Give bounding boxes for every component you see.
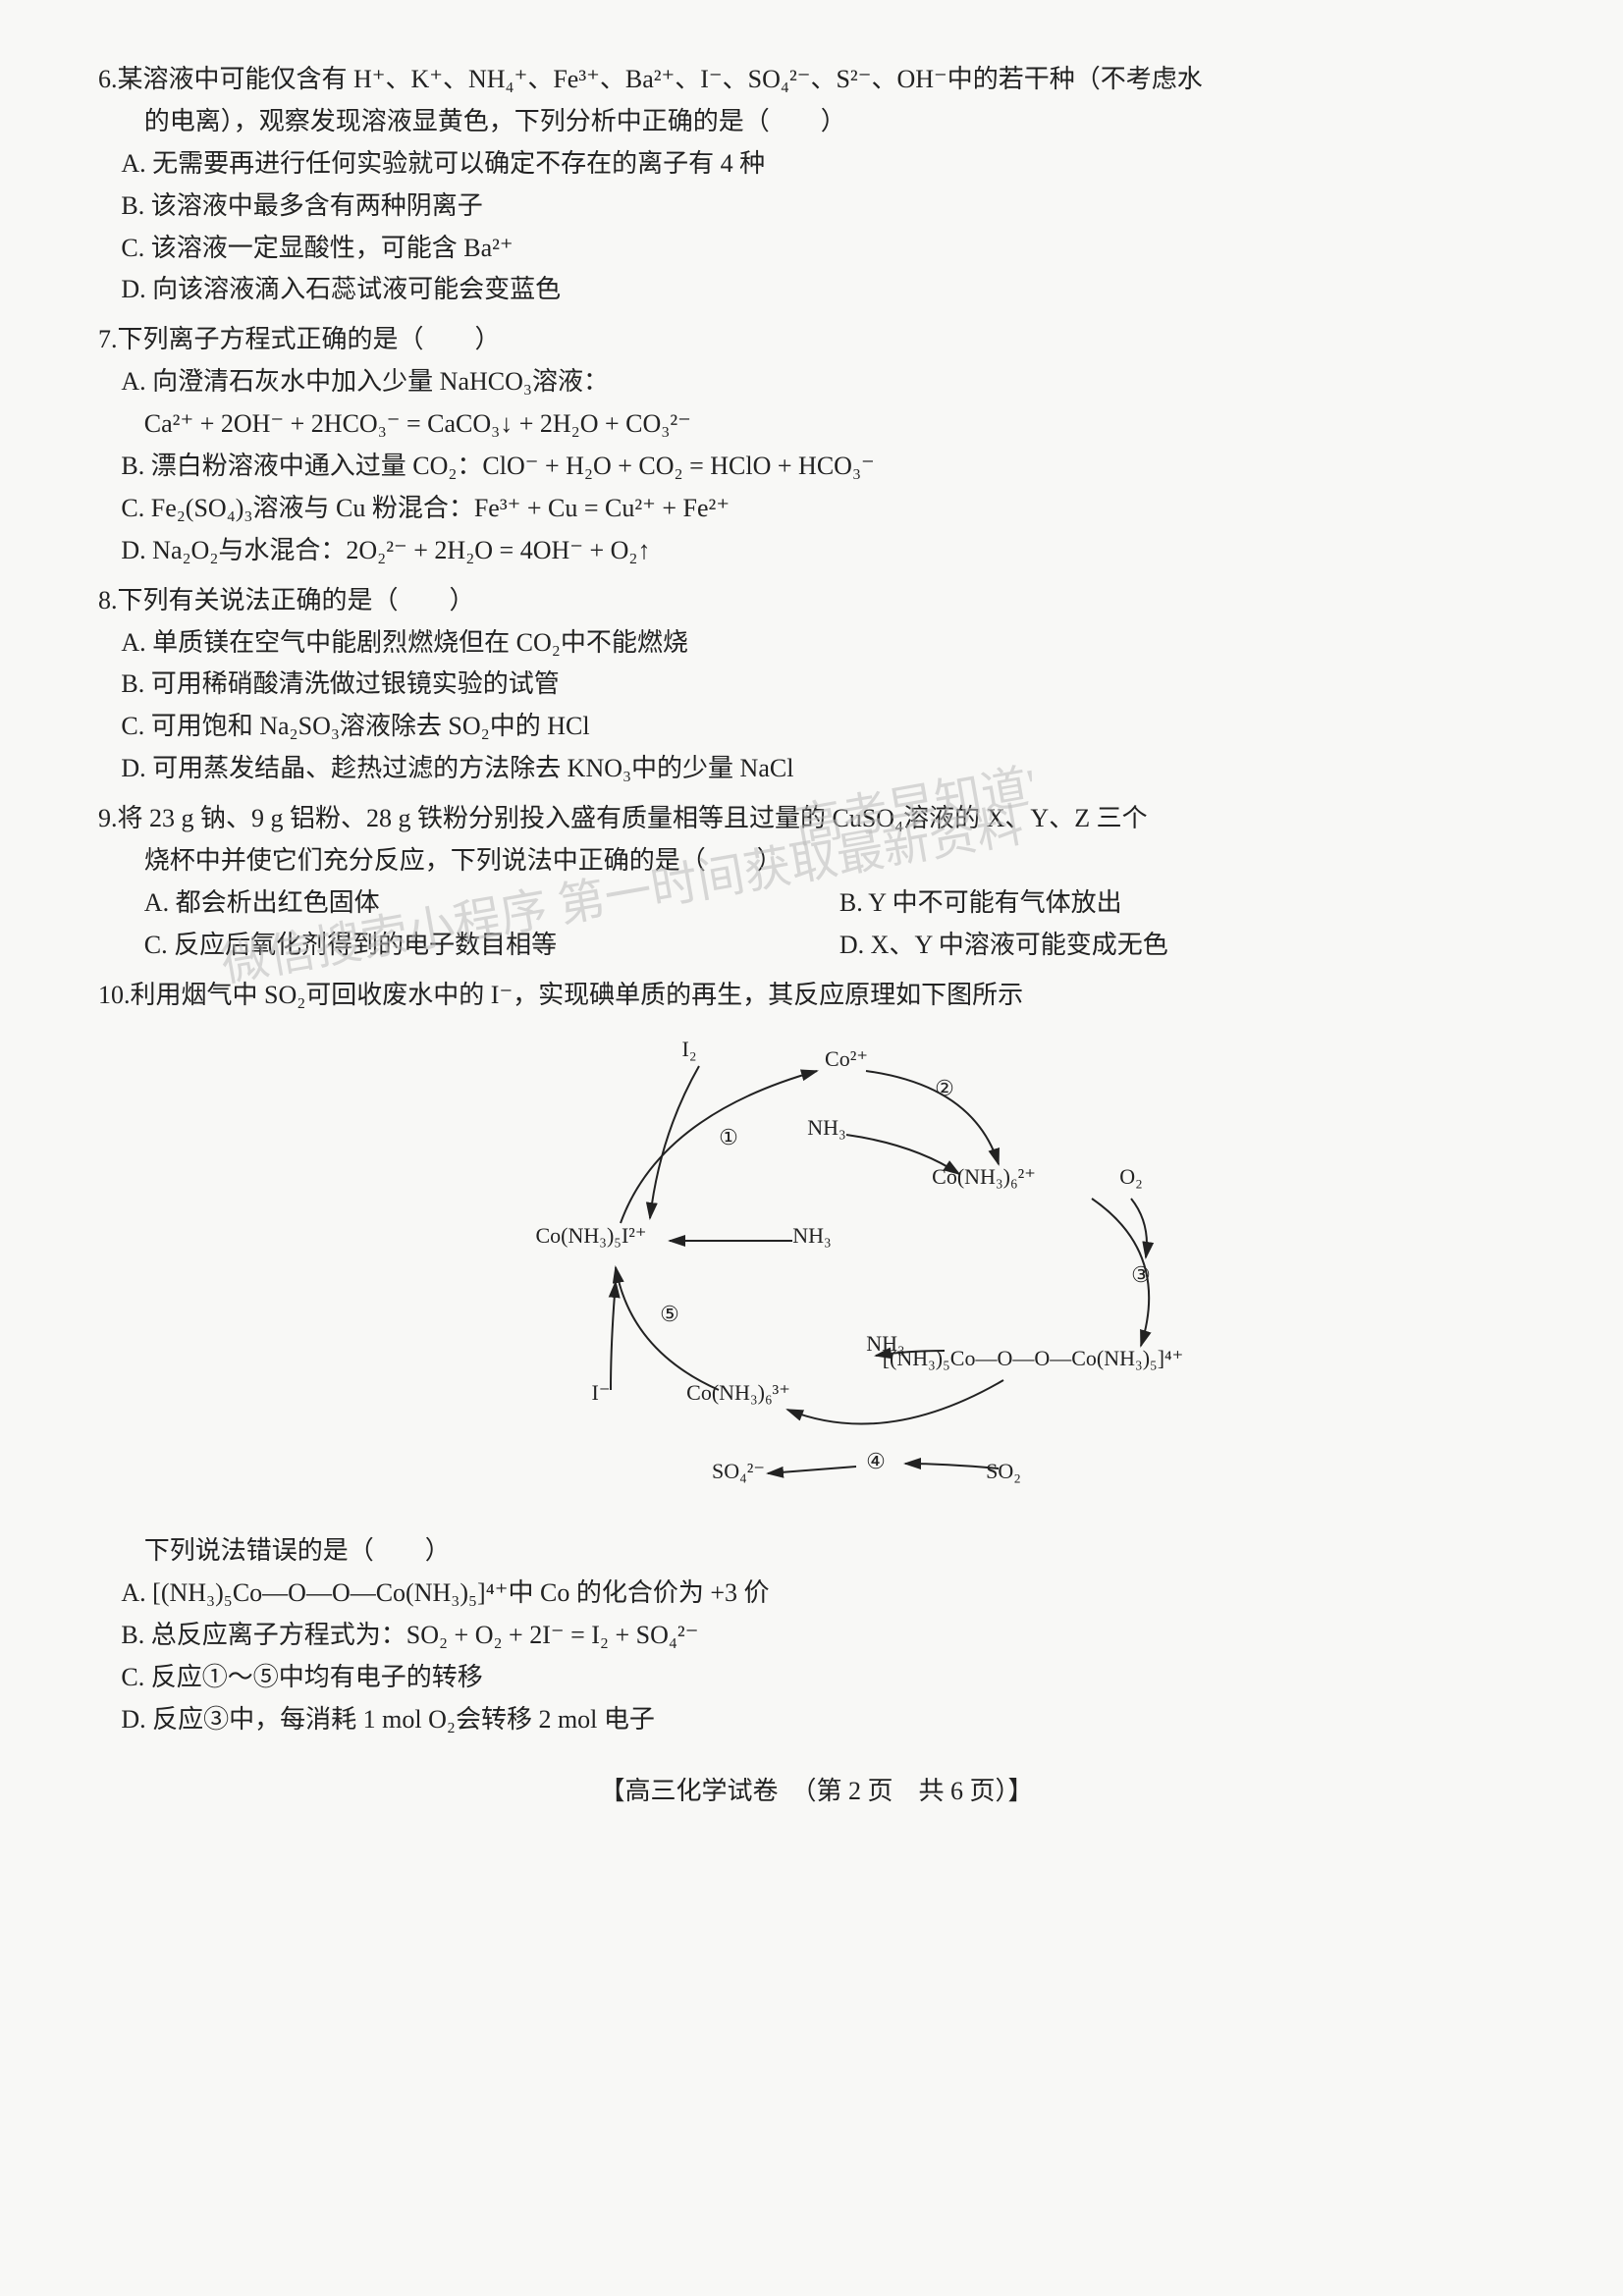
q6-option-b: B. 该溶液中最多含有两种阴离子 [98, 186, 1535, 228]
q10-number: 10. [98, 981, 131, 1009]
q7-option-b: B. 漂白粉溶液中通入过量 CO₂：ClO⁻ + H₂O + CO₂ = HCl… [98, 446, 1535, 488]
q9-option-c: C. 反应后氧化剂得到的电子数目相等 [144, 925, 839, 967]
q8-option-a: A. 单质镁在空气中能剧烈燃烧但在 CO₂中不能燃烧 [98, 622, 1535, 665]
svg-text:NH₃: NH₃ [807, 1115, 845, 1140]
q6-stem-line1: 某溶液中可能仅含有 H⁺、K⁺、NH₄⁺、Fe³⁺、Ba²⁺、I⁻、SO₄²⁻、… [118, 65, 1203, 93]
q10-option-c: C. 反应①～⑤中均有电子的转移 [98, 1657, 1535, 1699]
reaction-cycle-diagram: I₂Co²⁺NH₃Co(NH₃)₆²⁺O₂Co(NH₃)₅I²⁺NH₃NH₃[(… [177, 1027, 1535, 1522]
q9-option-d: D. X、Y 中溶液可能变成无色 [839, 925, 1535, 967]
svg-text:[(NH₃)₅Co—O—O—Co(NH₃)₅]⁴⁺: [(NH₃)₅Co—O—O—Co(NH₃)₅]⁴⁺ [882, 1346, 1183, 1370]
q6-stem-line2: 的电离），观察发现溶液显黄色，下列分析中正确的是（ ） [98, 101, 1535, 143]
q8-stem: 下列有关说法正确的是（ ） [118, 586, 475, 614]
q6-option-d: D. 向该溶液滴入石蕊试液可能会变蓝色 [98, 269, 1535, 311]
question-8: 8.下列有关说法正确的是（ ） A. 单质镁在空气中能剧烈燃烧但在 CO₂中不能… [98, 580, 1535, 790]
svg-text:Co²⁺: Co²⁺ [825, 1046, 868, 1071]
q7-option-d: D. Na₂O₂与水混合：2O₂²⁻ + 2H₂O = 4OH⁻ + O₂↑ [98, 530, 1535, 572]
svg-text:⑤: ⑤ [660, 1302, 679, 1326]
q9-number: 9. [98, 804, 118, 832]
page-footer: 【高三化学试卷 （第 2 页 共 6 页）】 [98, 1771, 1535, 1807]
svg-text:②: ② [935, 1076, 954, 1100]
q9-option-a: A. 都会析出红色固体 [144, 882, 839, 925]
q7-option-a: A. 向澄清石灰水中加入少量 NaHCO₃溶液： [98, 361, 1535, 403]
q8-option-c: C. 可用饱和 Na₂SO₃溶液除去 SO₂中的 HCl [98, 706, 1535, 748]
q6-option-a: A. 无需要再进行任何实验就可以确定不存在的离子有 4 种 [98, 143, 1535, 186]
svg-text:SO₂: SO₂ [986, 1459, 1021, 1483]
svg-text:④: ④ [866, 1449, 886, 1473]
q7-number: 7. [98, 325, 118, 353]
svg-text:O₂: O₂ [1119, 1164, 1143, 1189]
q8-option-d: D. 可用蒸发结晶、趁热过滤的方法除去 KNO₃中的少量 NaCl [98, 748, 1535, 790]
q9-stem-line1: 将 23 g 钠、9 g 铝粉、28 g 铁粉分别投入盛有质量相等且过量的 Cu… [118, 804, 1148, 832]
q10-option-d: D. 反应③中，每消耗 1 mol O₂会转移 2 mol 电子 [98, 1699, 1535, 1741]
q6-number: 6. [98, 65, 118, 93]
q9-stem-line2: 烧杯中并使它们充分反应，下列说法中正确的是（ ） [98, 840, 1535, 882]
q7-stem: 下列离子方程式正确的是（ ） [118, 325, 501, 353]
svg-text:I⁻: I⁻ [591, 1380, 610, 1405]
q10-option-a: A. [(NH₃)₅Co—O—O—Co(NH₃)₅]⁴⁺中 Co 的化合价为 +… [98, 1573, 1535, 1615]
svg-text:Co(NH₃)₆²⁺: Co(NH₃)₆²⁺ [932, 1164, 1036, 1189]
q9-option-b: B. Y 中不可能有气体放出 [839, 882, 1535, 925]
svg-text:③: ③ [1131, 1262, 1151, 1287]
svg-text:I₂: I₂ [681, 1037, 696, 1061]
question-6: 6.某溶液中可能仅含有 H⁺、K⁺、NH₄⁺、Fe³⁺、Ba²⁺、I⁻、SO₄²… [98, 59, 1535, 311]
question-10: 10.利用烟气中 SO₂可回收废水中的 I⁻，实现碘单质的再生，其反应原理如下图… [98, 975, 1535, 1741]
q8-number: 8. [98, 586, 118, 614]
svg-text:Co(NH₃)₆³⁺: Co(NH₃)₆³⁺ [686, 1380, 790, 1405]
question-7: 7.下列离子方程式正确的是（ ） A. 向澄清石灰水中加入少量 NaHCO₃溶液… [98, 319, 1535, 571]
q10-option-b: B. 总反应离子方程式为：SO₂ + O₂ + 2I⁻ = I₂ + SO₄²⁻ [98, 1615, 1535, 1657]
svg-text:NH₃: NH₃ [792, 1223, 831, 1248]
svg-text:SO₄²⁻: SO₄²⁻ [711, 1459, 764, 1483]
q7-option-c: C. Fe₂(SO₄)₃溶液与 Cu 粉混合：Fe³⁺ + Cu = Cu²⁺ … [98, 488, 1535, 530]
q6-option-c: C. 该溶液一定显酸性，可能含 Ba²⁺ [98, 228, 1535, 270]
q8-option-b: B. 可用稀硝酸清洗做过银镜实验的试管 [98, 664, 1535, 706]
cycle-svg: I₂Co²⁺NH₃Co(NH₃)₆²⁺O₂Co(NH₃)₅I²⁺NH₃NH₃[(… [454, 1027, 1259, 1508]
q10-after-diag: 下列说法错误的是（ ） [98, 1530, 1535, 1573]
question-9: 9.将 23 g 钠、9 g 铝粉、28 g 铁粉分别投入盛有质量相等且过量的 … [98, 798, 1535, 967]
q10-stem: 利用烟气中 SO₂可回收废水中的 I⁻，实现碘单质的再生，其反应原理如下图所示 [131, 981, 1024, 1009]
q7-option-a-eq: Ca²⁺ + 2OH⁻ + 2HCO₃⁻ = CaCO₃↓ + 2H₂O + C… [98, 403, 1535, 446]
svg-text:Co(NH₃)₅I²⁺: Co(NH₃)₅I²⁺ [535, 1223, 646, 1248]
svg-text:①: ① [719, 1125, 738, 1149]
